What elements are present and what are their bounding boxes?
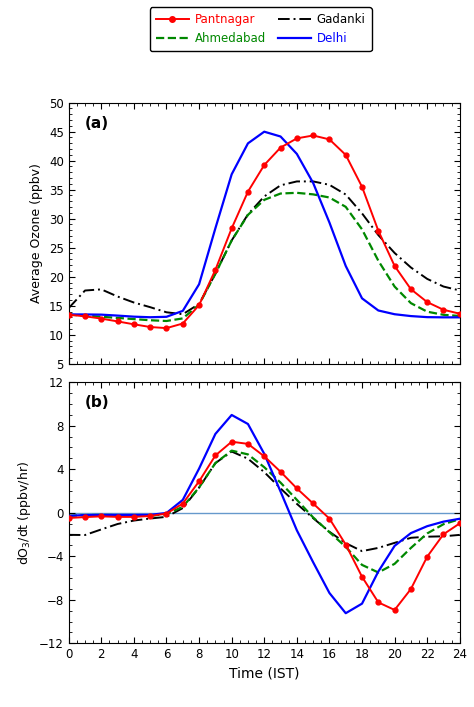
Text: (b): (b) [84, 395, 109, 410]
Legend: Pantnagar, Ahmedabad, Gadanki, Delhi: Pantnagar, Ahmedabad, Gadanki, Delhi [150, 7, 372, 51]
Y-axis label: Average Ozone (ppbv): Average Ozone (ppbv) [30, 163, 44, 303]
Text: (a): (a) [84, 115, 109, 131]
Y-axis label: dO$_3$/dt (ppbv/hr): dO$_3$/dt (ppbv/hr) [17, 461, 34, 565]
X-axis label: Time (IST): Time (IST) [229, 667, 300, 681]
